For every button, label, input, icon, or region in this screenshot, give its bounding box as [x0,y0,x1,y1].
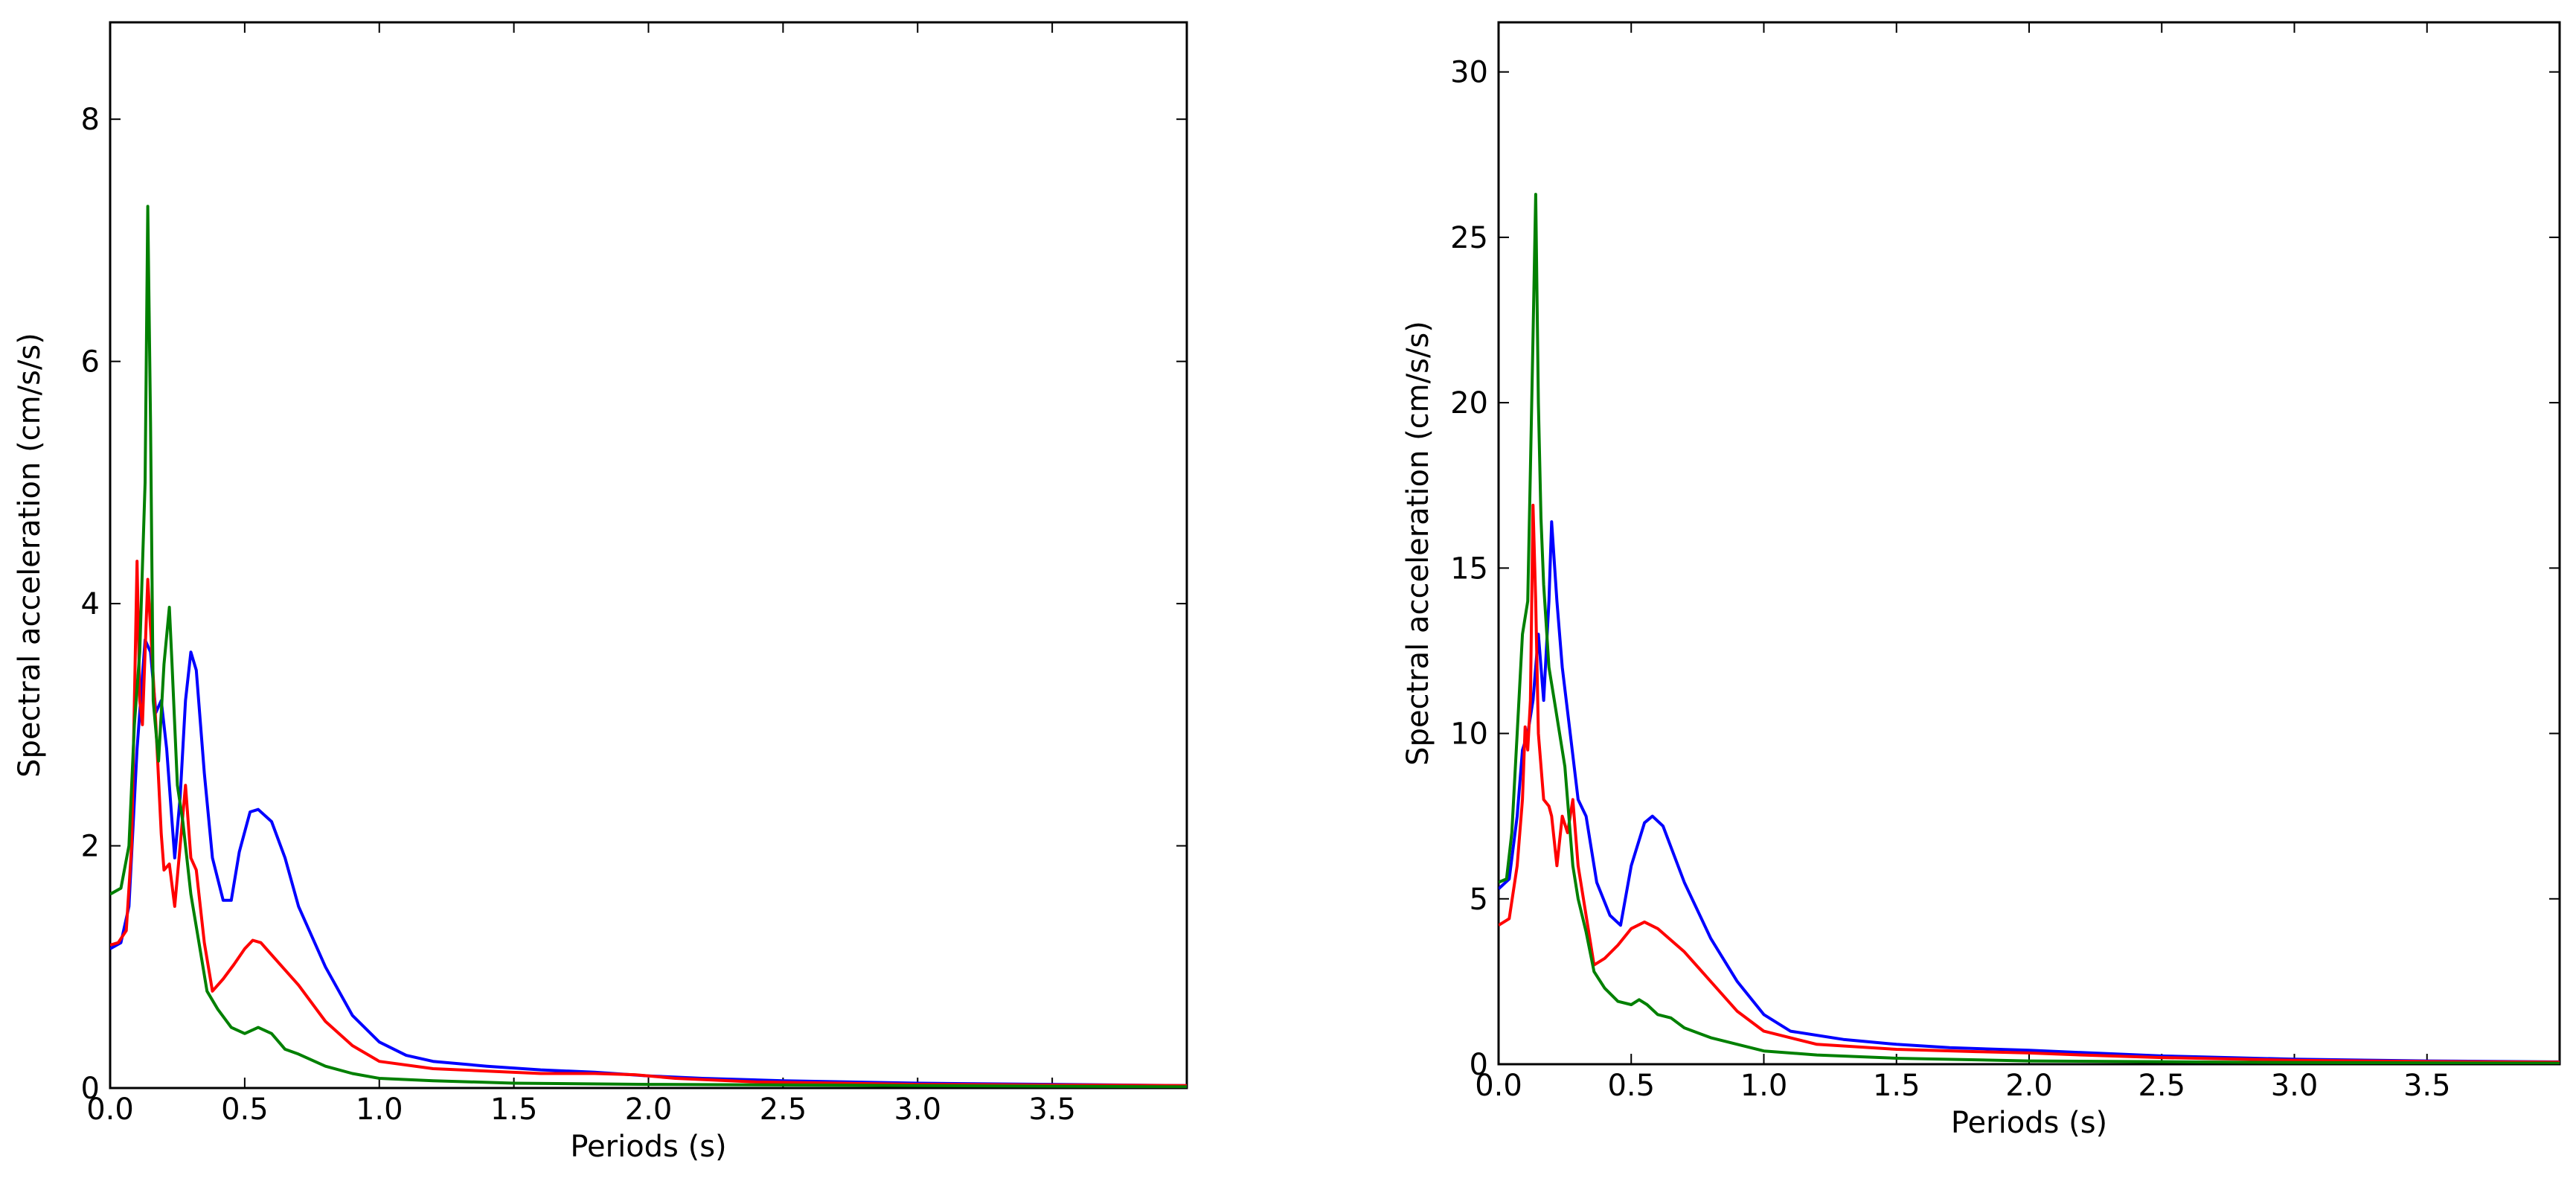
y-axis-label: Spectral acceleration (cm/s/s) [1401,321,1435,766]
right-chart: 0.0 0.5 1.0 1.5 2.0 2.5 3.0 3.5 0 5 10 15 20 25 30 Peri… [1401,21,2561,1140]
x-tick-label: 3.5 [1028,1092,1076,1127]
y-tick-label: 10 [1450,717,1488,752]
series-line-2 [1499,193,2560,1064]
y-tick-label: 25 [1450,221,1488,255]
left-chart: 0.0 0.5 1.0 1.5 2.0 2.5 3.0 3.5 0 2 4 6 8 Periods (s)… [13,21,1188,1164]
y-tick-label: 2 [81,830,100,864]
x-axis-label: Periods (s) [1951,1106,2107,1140]
x-tick-label: 2.5 [760,1092,807,1127]
x-tick-label: 1.0 [1740,1069,1788,1103]
x-axis-label: Periods (s) [570,1130,726,1164]
x-tick-label: 2.0 [625,1092,673,1127]
y-axis-label: Spectral acceleration (cm/s/s) [13,333,47,778]
series-line-0 [110,638,1187,1087]
y-tick-label: 20 [1450,386,1488,420]
plot-frame [109,21,1188,1090]
y-tick-label: 8 [81,103,100,137]
x-tick-label: 3.0 [2271,1069,2319,1103]
series-line-0 [1499,520,2560,1063]
y-tick-label: 30 [1450,56,1488,90]
y-tick-label: 4 [81,587,100,621]
x-tick-label: 0.5 [221,1092,269,1127]
x-tick-label: 3.0 [894,1092,941,1127]
x-tick-label: 2.5 [2138,1069,2185,1103]
x-tick-label: 1.5 [490,1092,538,1127]
series-line-2 [110,205,1187,1088]
series-line-1 [110,560,1187,1087]
x-tick-label: 0.0 [1475,1069,1522,1103]
x-tick-label: 0.5 [1607,1069,1655,1103]
x-tick-label: 0.0 [86,1092,134,1127]
series-line-1 [1499,503,2560,1064]
x-tick-label: 1.0 [356,1092,403,1127]
plot-frame [1497,21,2561,1066]
x-tick-label: 1.5 [1873,1069,1920,1103]
x-tick-label: 2.0 [2005,1069,2053,1103]
x-tick-label: 3.5 [2403,1069,2451,1103]
y-tick-label: 5 [1470,883,1488,917]
y-tick-label: 6 [81,345,100,380]
y-tick-label: 15 [1450,551,1488,586]
y-tick-label: 0 [1470,1048,1488,1082]
y-tick-label: 0 [81,1072,100,1106]
